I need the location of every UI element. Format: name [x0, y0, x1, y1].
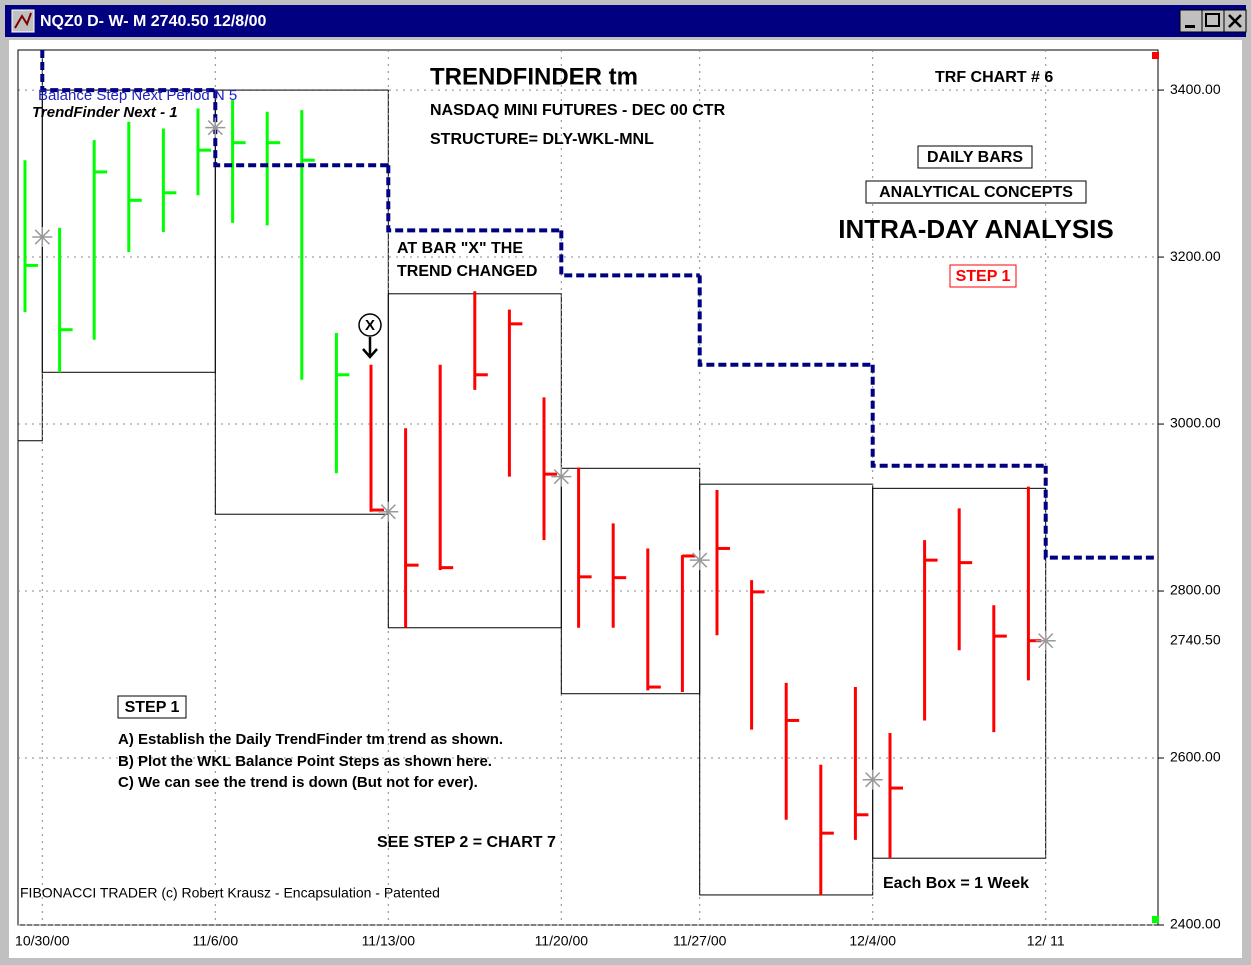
tag-box	[865, 180, 1087, 204]
step-tag: STEP 1	[956, 268, 1011, 285]
x-tick-label: 12/ 11	[1027, 933, 1065, 949]
balance-point	[32, 227, 53, 248]
x-tick-label: 11/20/00	[535, 933, 589, 949]
y-tick-label: 2600.00	[1170, 749, 1221, 765]
heading: INTRA-DAY ANALYSIS	[838, 214, 1113, 244]
tag-box	[917, 145, 1033, 169]
step-box	[117, 695, 187, 719]
legend-trendfinder: TrendFinder Next - 1	[32, 104, 178, 121]
balance-step	[386, 165, 562, 233]
minimize-button[interactable]	[1179, 9, 1203, 33]
y-tick-label: 3200.00	[1170, 248, 1221, 264]
balance-step	[40, 50, 216, 93]
chart-subtitle: NASDAQ MINI FUTURES - DEC 00 CTR	[430, 102, 726, 119]
balance-point	[862, 769, 883, 790]
balance-point	[689, 550, 710, 571]
window-title: NQZ0 D- W- M 2740.50 12/8/00	[40, 13, 267, 30]
annotation: TREND CHANGED	[397, 263, 537, 280]
structure-label: STRUCTURE= DLY-WKL-MNL	[430, 131, 654, 148]
step-tag-box	[949, 264, 1017, 288]
footer: FIBONACCI TRADER (c) Robert Krausz - Enc…	[20, 885, 440, 901]
close-button[interactable]	[1223, 9, 1247, 33]
window-icon-glyph	[14, 12, 32, 29]
x-tick-label: 12/4/00	[849, 933, 896, 949]
x-tick-label: 11/27/00	[673, 933, 727, 949]
balance-step	[1043, 465, 1158, 560]
balance-step	[559, 230, 700, 278]
step-text: A) Establish the Daily TrendFinder tm tr…	[118, 731, 503, 748]
balance-step	[870, 364, 1046, 468]
y-tick-label: 3400.00	[1170, 81, 1221, 97]
plot: 2400.00 2600.00 2800.00 3000.00 3200.00 3400.…	[15, 49, 1221, 949]
corner-marker	[1152, 52, 1159, 59]
last-price-label: 2740.50	[1170, 631, 1221, 647]
chart-title: TRENDFINDER tm	[430, 63, 638, 90]
legend-balance: Balance Step Next Period N 5	[38, 87, 237, 104]
y-tick-label: 2400.00	[1170, 916, 1221, 932]
box-note: Each Box = 1 Week	[883, 875, 1029, 892]
balance-point	[1035, 630, 1056, 651]
balance-point	[205, 117, 226, 138]
chart-number: TRF CHART # 6	[935, 69, 1053, 86]
tag: ANALYTICAL CONCEPTS	[879, 184, 1073, 201]
window-icon	[11, 9, 35, 33]
bar-marker-circle	[358, 313, 382, 337]
balance-point	[551, 466, 572, 487]
annotation: AT BAR "X" THE	[397, 240, 523, 257]
y-tick-label: 2800.00	[1170, 582, 1221, 598]
x-tick-label: 10/30/00	[15, 933, 70, 949]
tag: DAILY BARS	[927, 149, 1023, 166]
bar-marker: X	[365, 317, 375, 334]
y-tick-label: 3000.00	[1170, 415, 1221, 431]
see-next: SEE STEP 2 = CHART 7	[377, 834, 556, 851]
plot-frame	[17, 49, 1159, 926]
x-tick-label: 11/6/00	[192, 933, 238, 949]
step-text: B) Plot the WKL Balance Point Steps as s…	[118, 753, 492, 770]
x-tick-label: 11/13/00	[362, 933, 416, 949]
balance-step	[213, 90, 389, 168]
balance-point	[378, 501, 399, 522]
step-title: STEP 1	[125, 699, 180, 716]
corner-marker	[1152, 916, 1159, 923]
balance-step	[697, 275, 873, 367]
chart-panel	[9, 40, 1242, 958]
step-text: C) We can see the trend is down (But not…	[118, 774, 478, 791]
title-bar	[5, 5, 1246, 37]
bar-marker-arrow	[362, 337, 378, 359]
maximize-button[interactable]	[1201, 9, 1225, 33]
